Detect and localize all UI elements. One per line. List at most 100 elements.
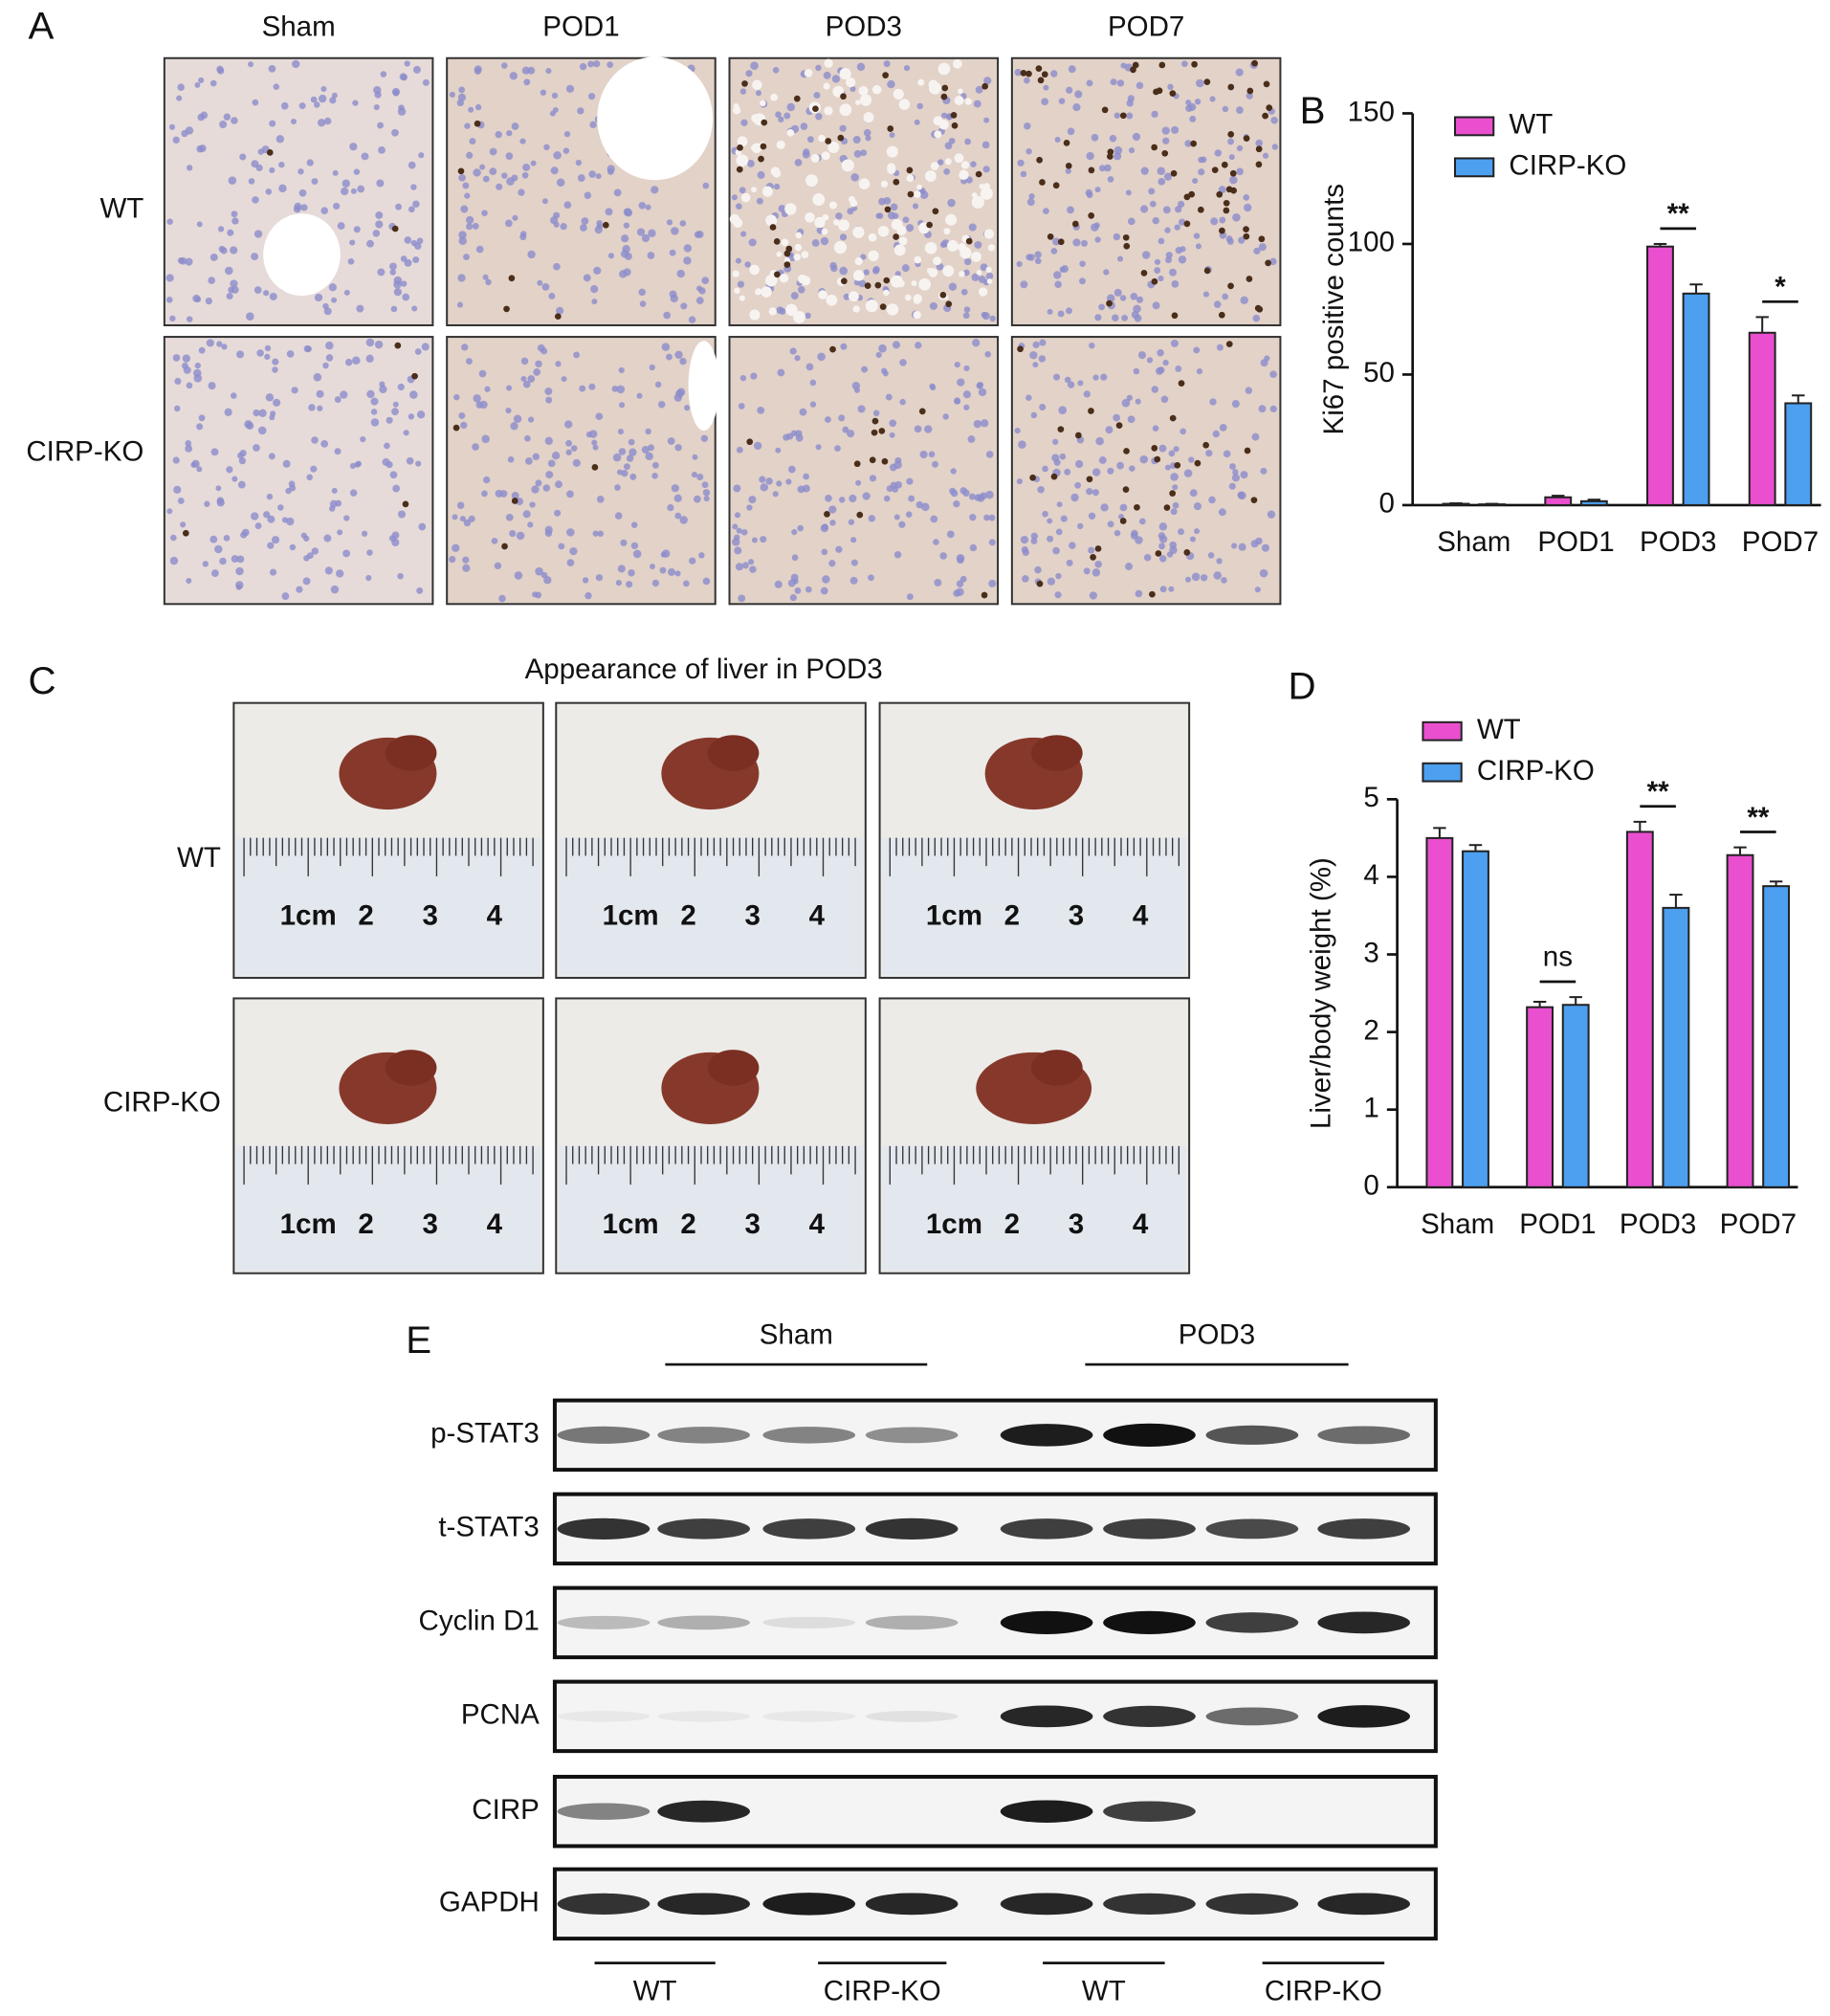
- vacuole: [804, 69, 813, 78]
- vacuole: [918, 277, 931, 291]
- nucleus: [1200, 574, 1208, 582]
- nucleus: [291, 387, 298, 394]
- y-tick-label: 0: [1363, 1170, 1378, 1202]
- nucleus: [544, 529, 553, 538]
- genotype-label: WT: [1082, 1975, 1126, 2006]
- nucleus: [1161, 126, 1170, 135]
- nucleus: [772, 67, 780, 74]
- nucleus: [651, 473, 658, 479]
- nucleus: [1236, 106, 1244, 114]
- nucleus: [556, 178, 565, 187]
- vacuole: [846, 77, 856, 88]
- nucleus: [1112, 314, 1119, 321]
- nucleus: [1043, 84, 1049, 91]
- nucleus: [821, 523, 828, 531]
- nucleus: [422, 78, 430, 86]
- nucleus: [1255, 139, 1264, 147]
- nucleus: [1028, 192, 1035, 200]
- nucleus: [1074, 481, 1082, 489]
- blot-band: [1205, 1612, 1299, 1633]
- vacuole: [959, 271, 965, 277]
- nucleus: [930, 515, 938, 523]
- nucleus: [581, 217, 589, 225]
- nucleus: [1020, 280, 1028, 289]
- stained-nucleus: [856, 511, 864, 519]
- nucleus: [612, 453, 622, 462]
- vacuole: [898, 236, 908, 246]
- nucleus: [1080, 239, 1088, 247]
- nucleus: [1091, 489, 1099, 497]
- nucleus: [645, 204, 651, 210]
- nucleus: [588, 170, 597, 178]
- vacuole: [805, 174, 818, 188]
- nucleus: [1051, 454, 1060, 462]
- nucleus: [1098, 303, 1106, 311]
- nucleus: [491, 538, 498, 544]
- nucleus: [333, 202, 341, 210]
- panel-label: C: [29, 659, 56, 702]
- nucleus: [983, 514, 990, 521]
- vacuole: [732, 270, 739, 277]
- nucleus: [533, 368, 541, 376]
- nucleus: [489, 167, 497, 176]
- nucleus: [628, 448, 637, 456]
- nucleus: [398, 104, 405, 111]
- nucleus: [501, 62, 508, 69]
- nucleus: [1238, 491, 1246, 500]
- ruler-label: 4: [809, 900, 826, 932]
- nucleus: [1185, 576, 1192, 583]
- micrograph: [728, 56, 1000, 326]
- nucleus: [281, 592, 290, 600]
- nucleus: [462, 564, 471, 572]
- vacuole: [964, 98, 972, 105]
- stained-nucleus: [837, 134, 845, 142]
- vacuole: [887, 165, 896, 175]
- nucleus: [742, 562, 749, 569]
- nucleus: [314, 293, 323, 302]
- nucleus: [637, 228, 646, 236]
- nucleus: [800, 122, 808, 130]
- stained-nucleus: [1169, 490, 1177, 497]
- nucleus: [950, 468, 957, 475]
- nucleus: [977, 382, 984, 388]
- vacuole: [848, 195, 855, 203]
- nucleus: [1178, 200, 1185, 209]
- nucleus: [632, 549, 642, 559]
- stained-nucleus: [874, 281, 882, 289]
- nucleus: [596, 223, 603, 230]
- nucleus: [399, 73, 408, 81]
- nucleus: [1193, 502, 1202, 511]
- nucleus: [595, 173, 602, 180]
- nucleus: [630, 521, 638, 528]
- stained-nucleus: [1178, 380, 1185, 387]
- nucleus: [1052, 438, 1059, 445]
- nucleus: [410, 184, 417, 190]
- vacuole: [770, 93, 779, 101]
- micrograph: [1010, 336, 1282, 606]
- nucleus: [228, 176, 237, 185]
- nucleus: [803, 473, 809, 480]
- stained-nucleus: [1263, 80, 1270, 88]
- nucleus: [316, 389, 324, 398]
- nucleus: [165, 296, 173, 303]
- nucleus: [1232, 212, 1241, 222]
- stained-nucleus: [760, 143, 767, 150]
- nucleus: [267, 515, 276, 523]
- vacuole: [798, 274, 807, 284]
- stained-nucleus: [1036, 580, 1044, 587]
- stained-nucleus: [591, 464, 599, 471]
- nucleus: [521, 66, 530, 75]
- nucleus: [583, 274, 591, 282]
- nucleus: [943, 167, 951, 175]
- nucleus: [166, 508, 173, 515]
- nucleus: [375, 210, 384, 219]
- nucleus: [748, 559, 755, 565]
- vacuole: [751, 114, 761, 123]
- stained-nucleus: [1065, 162, 1072, 169]
- ruler: [236, 1145, 541, 1272]
- stained-nucleus: [1169, 90, 1177, 97]
- nucleus: [265, 188, 273, 195]
- nucleus: [555, 361, 562, 367]
- nucleus: [883, 60, 891, 68]
- stained-nucleus: [926, 221, 933, 229]
